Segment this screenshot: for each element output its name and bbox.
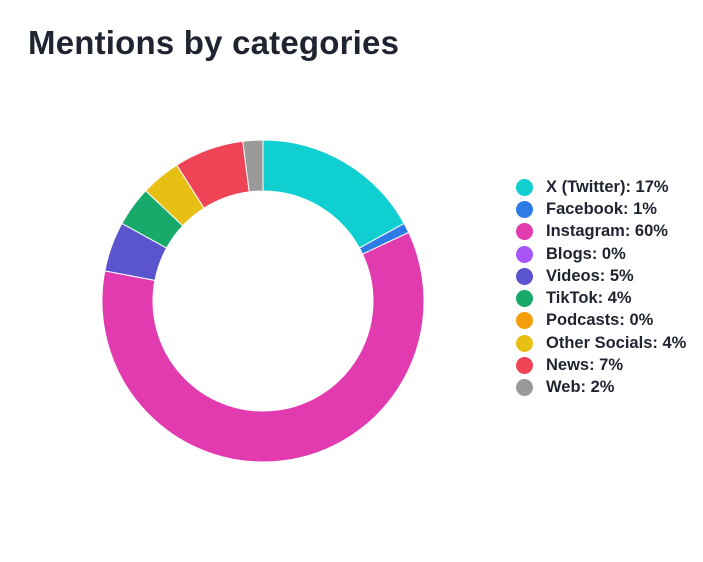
chart-title: Mentions by categories: [28, 24, 400, 61]
legend-swatch: [516, 312, 533, 330]
legend-label: Podcasts: 0%: [546, 311, 654, 330]
legend-swatch: [516, 379, 533, 397]
legend-label: Facebook: 1%: [546, 199, 657, 218]
legend-swatch: [516, 334, 533, 352]
legend-label: Other Socials: 4%: [546, 333, 687, 352]
legend-item-x-twitter[interactable]: X (Twitter): 17%: [516, 176, 686, 198]
legend-label: Web: 2%: [546, 378, 615, 397]
legend-item-web[interactable]: Web: 2%: [516, 377, 686, 399]
legend-item-videos[interactable]: Videos: 5%: [516, 265, 686, 287]
legend-swatch: [516, 267, 533, 285]
legend-item-facebook[interactable]: Facebook: 1%: [516, 198, 686, 220]
legend-item-blogs[interactable]: Blogs: 0%: [516, 243, 686, 265]
legend-item-news[interactable]: News: 7%: [516, 354, 686, 376]
legend-item-podcasts[interactable]: Podcasts: 0%: [516, 310, 686, 332]
legend-label: Videos: 5%: [546, 266, 634, 285]
donut-slice-instagram[interactable]: [101, 231, 425, 463]
legend-item-tiktok[interactable]: TikTok: 4%: [516, 287, 686, 309]
legend-item-other-socials[interactable]: Other Socials: 4%: [516, 332, 686, 354]
legend-swatch: [516, 223, 533, 241]
donut-slice-x-twitter[interactable]: [262, 139, 405, 249]
legend-swatch: [516, 200, 533, 218]
legend-label: News: 7%: [546, 356, 624, 375]
legend-label: TikTok: 4%: [546, 289, 632, 308]
legend-swatch: [516, 178, 533, 196]
chart-legend: X (Twitter): 17% Facebook: 1% Instagram: 6…: [516, 176, 686, 399]
donut-slice-web[interactable]: [242, 139, 264, 193]
legend-label: X (Twitter): 17%: [546, 177, 669, 196]
legend-swatch: [516, 245, 533, 263]
legend-label: Instagram: 60%: [546, 222, 668, 241]
legend-swatch: [516, 357, 533, 375]
legend-label: Blogs: 0%: [546, 244, 626, 263]
legend-item-instagram[interactable]: Instagram: 60%: [516, 221, 686, 243]
legend-swatch: [516, 290, 533, 308]
